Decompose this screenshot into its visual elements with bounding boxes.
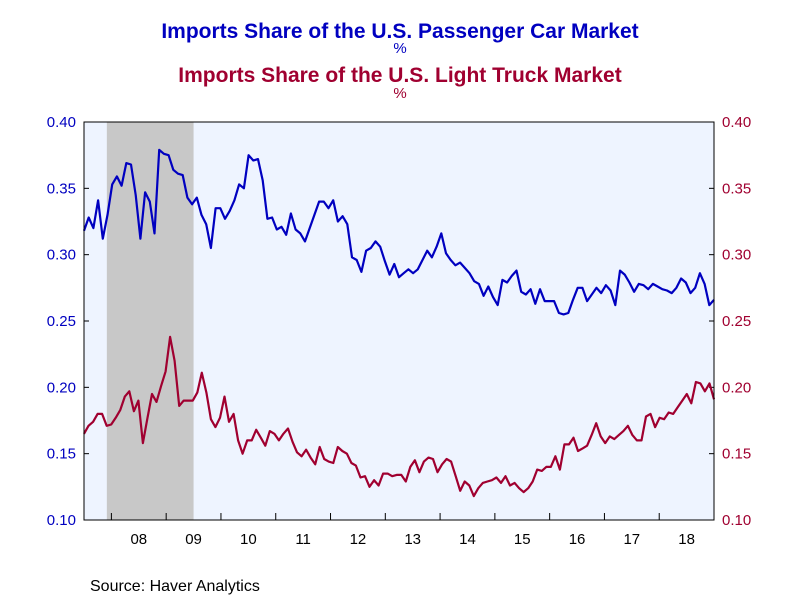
x-axis-tick-label: 08 (130, 531, 147, 548)
chart-unit-passenger-car: % (393, 40, 407, 57)
left-axis-tick-label: 0.40 (47, 114, 76, 131)
right-axis-tick-label: 0.10 (722, 512, 751, 529)
right-axis-tick-label: 0.35 (722, 180, 751, 197)
chart-title-light-truck: Imports Share of the U.S. Light Truck Ma… (178, 64, 622, 87)
chart-title-passenger-car: Imports Share of the U.S. Passenger Car … (161, 20, 639, 43)
series-line-light-truck (83, 335, 716, 498)
x-axis-tick-label: 15 (514, 531, 531, 548)
right-axis-tick-label: 0.20 (722, 379, 751, 396)
recession-shade (106, 122, 194, 520)
x-axis-tick-label: 11 (295, 531, 311, 548)
x-axis-tick-label: 12 (350, 531, 367, 548)
left-axis-tick-label: 0.10 (47, 512, 76, 529)
left-axis-tick-label: 0.30 (47, 247, 76, 264)
chart-unit-light-truck: % (393, 85, 407, 102)
line-chart: 0.10 0.15 0.20 0.25 0.30 0.35 0.40 0.10 0.15 0.20… (47, 114, 751, 548)
left-axis-tick-label: 0.15 (47, 446, 76, 463)
x-axis-tick-label: 09 (185, 531, 202, 548)
right-axis-tick-label: 0.30 (722, 247, 751, 264)
series-line-passenger-car (82, 148, 715, 316)
x-axis-tick-label: 10 (240, 531, 257, 548)
x-axis-tick-label: 13 (404, 531, 421, 548)
x-axis-tick-label: 18 (678, 531, 695, 548)
x-axis-tick-label: 17 (623, 531, 640, 548)
left-axis-tick-label: 0.25 (47, 313, 76, 330)
right-axis-tick-label: 0.40 (722, 114, 751, 131)
source-note: Source: Haver Analytics (90, 578, 260, 595)
left-axis-tick-label: 0.35 (47, 180, 76, 197)
right-axis-tick-label: 0.25 (722, 313, 751, 330)
right-axis-tick-label: 0.15 (722, 446, 751, 463)
plot-frame (83, 121, 715, 521)
x-axis-tick-label: 14 (459, 531, 476, 548)
x-axis-tick-label: 16 (569, 531, 586, 548)
left-axis-tick-label: 0.20 (47, 379, 76, 396)
